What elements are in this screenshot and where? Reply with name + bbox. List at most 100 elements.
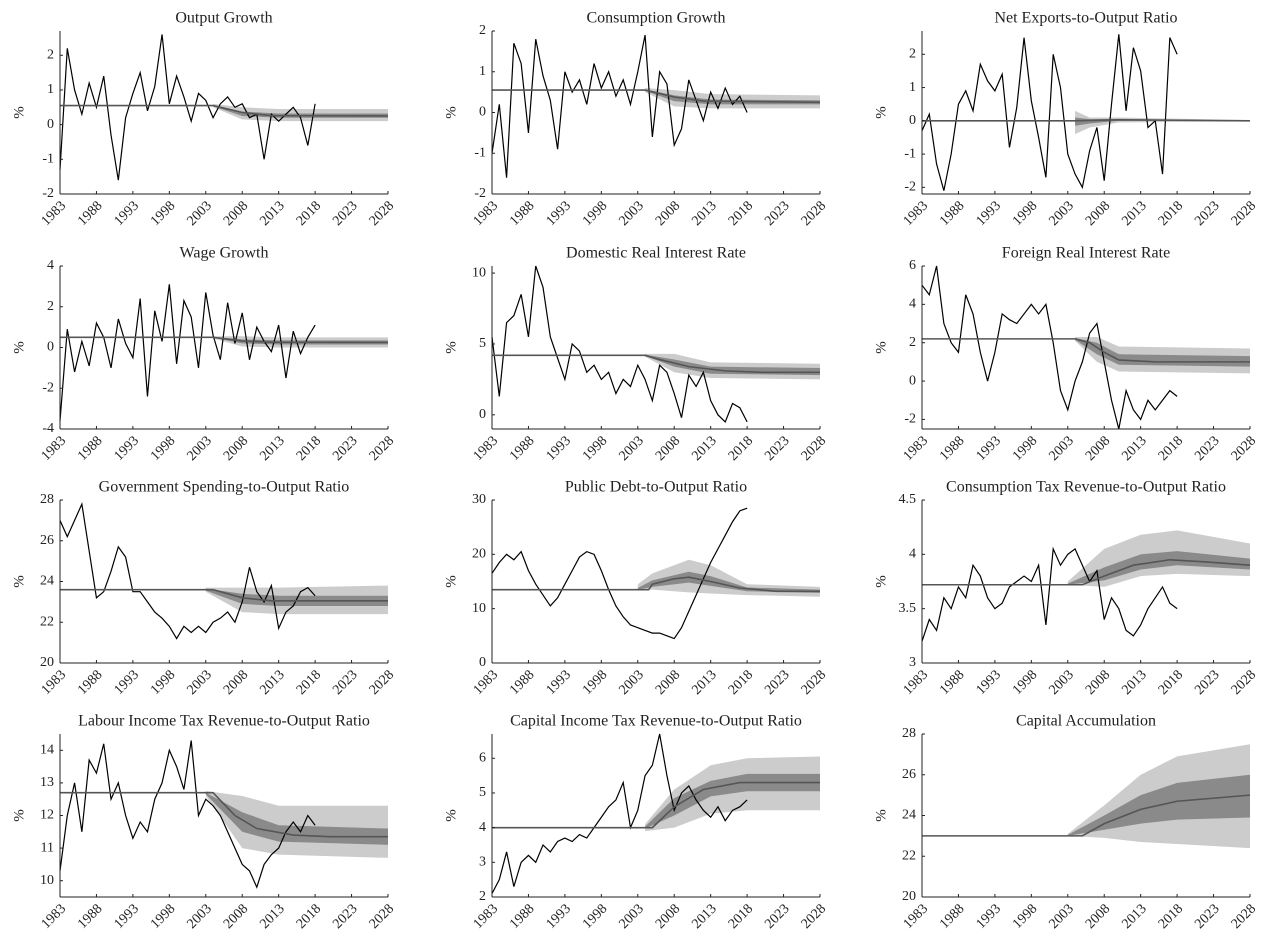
y-tick-label: -2 bbox=[42, 380, 54, 395]
series-line bbox=[492, 89, 821, 104]
x-tick-label: 2018 bbox=[1156, 901, 1186, 931]
y-axis-label: % bbox=[11, 106, 27, 119]
series-line bbox=[492, 354, 820, 374]
x-tick-label: 2023 bbox=[762, 198, 792, 228]
fan-band bbox=[645, 89, 820, 105]
y-axis-label: % bbox=[873, 809, 889, 822]
series-line bbox=[59, 284, 316, 421]
series-line bbox=[59, 740, 316, 889]
y-tick-label: 2 bbox=[47, 47, 54, 62]
x-tick-label: 1983 bbox=[471, 667, 501, 697]
x-tick-label: 1983 bbox=[39, 433, 69, 463]
x-tick-label: 2013 bbox=[689, 901, 719, 931]
x-tick-label: 2028 bbox=[799, 901, 829, 931]
y-axis-label: % bbox=[11, 575, 27, 588]
series-line bbox=[492, 576, 820, 593]
y-tick-label: 0 bbox=[909, 373, 916, 388]
y-tick-label: 10 bbox=[472, 265, 486, 280]
x-tick-label: 1998 bbox=[1010, 901, 1040, 931]
x-tick-label: 2023 bbox=[330, 901, 360, 931]
x-tick-label: 1998 bbox=[580, 901, 610, 931]
y-axis-label: % bbox=[873, 106, 889, 119]
y-tick-label: 2 bbox=[47, 299, 54, 314]
x-tick-label: 2008 bbox=[221, 198, 251, 228]
y-tick-label: 2 bbox=[479, 889, 486, 904]
x-tick-label: 2023 bbox=[1192, 901, 1222, 931]
y-tick-label: 22 bbox=[902, 848, 916, 863]
x-tick-label: 2003 bbox=[616, 433, 646, 463]
x-tick-label: 1993 bbox=[544, 667, 574, 697]
y-tick-label: 10 bbox=[40, 873, 54, 888]
series-line bbox=[60, 588, 388, 602]
x-tick-label: 1993 bbox=[112, 433, 142, 463]
y-axis-label: % bbox=[443, 341, 459, 354]
x-tick-label: 1988 bbox=[75, 198, 105, 228]
x-tick-label: 2013 bbox=[689, 433, 719, 463]
x-tick-label: 2003 bbox=[1046, 198, 1076, 228]
y-tick-label: 4 bbox=[47, 258, 54, 273]
y-tick-label: -2 bbox=[904, 412, 916, 427]
y-tick-label: 26 bbox=[40, 533, 54, 548]
x-tick-label: 1983 bbox=[471, 433, 501, 463]
y-tick-label: 4.5 bbox=[899, 492, 917, 507]
series-line bbox=[60, 336, 389, 344]
x-tick-label: 1993 bbox=[544, 433, 574, 463]
fan-band bbox=[1075, 110, 1250, 135]
panel-title: Capital Accumulation bbox=[1016, 713, 1156, 730]
fan-band bbox=[205, 791, 388, 858]
x-tick-label: 1993 bbox=[544, 901, 574, 931]
y-tick-label: 22 bbox=[40, 614, 54, 629]
y-tick-label: -1 bbox=[474, 145, 486, 160]
y-tick-label: 24 bbox=[902, 808, 916, 823]
y-tick-label: 20 bbox=[40, 655, 54, 670]
y-tick-label: -2 bbox=[904, 180, 916, 195]
y-tick-label: 0 bbox=[47, 117, 54, 132]
series-line bbox=[60, 791, 388, 838]
x-tick-label: 2013 bbox=[257, 433, 287, 463]
series-line bbox=[922, 794, 1251, 837]
x-tick-label: 2028 bbox=[1229, 198, 1259, 228]
x-tick-label: 2023 bbox=[330, 667, 360, 697]
y-tick-label: 3.5 bbox=[899, 601, 917, 616]
panel-title: Wage Growth bbox=[180, 245, 269, 262]
panel-title: Government Spending-to-Output Ratio bbox=[99, 479, 350, 496]
y-tick-label: 2 bbox=[909, 47, 916, 62]
y-tick-label: 6 bbox=[479, 750, 486, 765]
y-axis-label: % bbox=[11, 809, 27, 822]
x-tick-label: 1983 bbox=[471, 901, 501, 931]
series-line bbox=[491, 34, 748, 178]
x-tick-label: 2013 bbox=[689, 667, 719, 697]
x-tick-label: 2018 bbox=[726, 667, 756, 697]
x-tick-label: 2023 bbox=[762, 667, 792, 697]
x-tick-label: 2008 bbox=[1083, 198, 1113, 228]
y-axis-label: % bbox=[443, 575, 459, 588]
y-tick-label: -4 bbox=[42, 421, 54, 436]
y-tick-label: -2 bbox=[474, 186, 486, 201]
x-tick-label: 2028 bbox=[1229, 433, 1259, 463]
panel-title: Net Exports-to-Output Ratio bbox=[994, 10, 1177, 27]
y-tick-label: 12 bbox=[40, 808, 54, 823]
x-tick-label: 2003 bbox=[616, 901, 646, 931]
x-tick-label: 2013 bbox=[257, 198, 287, 228]
y-axis-label: % bbox=[443, 106, 459, 119]
y-tick-label: -1 bbox=[42, 152, 54, 167]
y-tick-label: 28 bbox=[40, 492, 54, 507]
x-tick-label: 2008 bbox=[653, 198, 683, 228]
x-tick-label: 2018 bbox=[1156, 433, 1186, 463]
x-tick-label: 2003 bbox=[184, 433, 214, 463]
series-line bbox=[921, 265, 1178, 430]
series-line bbox=[921, 546, 1178, 642]
x-tick-label: 1993 bbox=[974, 433, 1004, 463]
y-tick-label: 20 bbox=[472, 547, 486, 562]
x-tick-label: 2028 bbox=[367, 667, 397, 697]
fan-band bbox=[1067, 551, 1250, 585]
x-tick-label: 1988 bbox=[507, 198, 537, 228]
x-tick-label: 2018 bbox=[294, 198, 324, 228]
fan-band bbox=[637, 559, 820, 597]
series-line bbox=[492, 781, 820, 829]
x-tick-label: 2008 bbox=[221, 667, 251, 697]
x-tick-label: 2013 bbox=[1119, 433, 1149, 463]
panel-title: Capital Income Tax Revenue-to-Output Rat… bbox=[510, 713, 802, 730]
x-tick-label: 2023 bbox=[762, 433, 792, 463]
x-tick-label: 1988 bbox=[937, 667, 967, 697]
